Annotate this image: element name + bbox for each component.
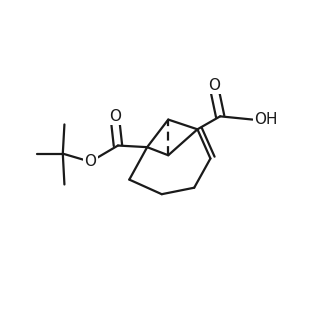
Text: O: O xyxy=(109,109,121,124)
Text: OH: OH xyxy=(254,112,278,127)
Text: O: O xyxy=(208,78,220,93)
Text: O: O xyxy=(84,154,96,169)
